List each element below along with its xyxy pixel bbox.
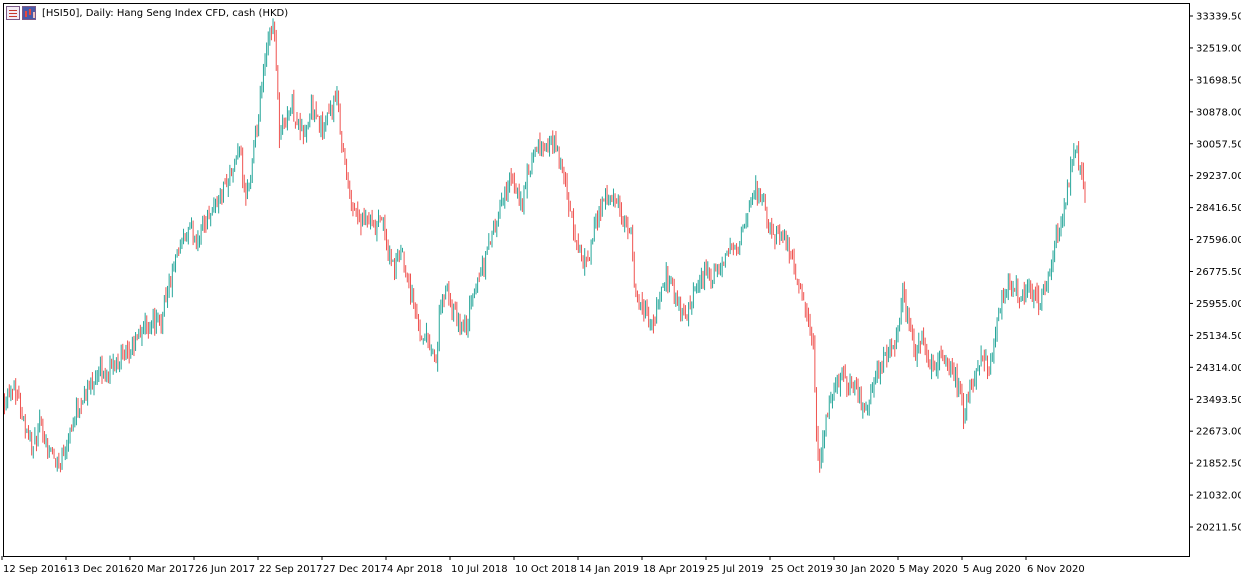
y-tick-label: 30878.00 [1196, 107, 1241, 118]
candles-layer [4, 18, 1086, 473]
x-tick-label: 5 Aug 2020 [963, 564, 1021, 575]
time-axis: 12 Sep 2016 13 Dec 2016 20 Mar 2017 26 Jun … [1, 556, 1085, 575]
y-tick-label: 33339.50 [1196, 12, 1241, 23]
x-tick-label: 14 Jan 2019 [579, 564, 639, 575]
y-tick-label: 25134.50 [1196, 331, 1241, 342]
x-tick-label: 27 Dec 2017 [323, 564, 387, 575]
x-tick-label: 13 Dec 2016 [67, 564, 131, 575]
y-tick-label: 25955.00 [1196, 299, 1241, 310]
y-tick-label: 31698.50 [1196, 75, 1241, 86]
x-tick-label: 26 Jun 2017 [195, 564, 255, 575]
plot-frame [3, 3, 1190, 557]
x-tick-label: 25 Jul 2019 [707, 564, 764, 575]
x-tick-label: 25 Oct 2019 [771, 564, 833, 575]
y-tick-label: 28416.50 [1196, 203, 1241, 214]
y-tick-label: 26775.50 [1196, 267, 1241, 278]
y-tick-label: 22673.00 [1196, 427, 1241, 438]
x-tick-label: 4 Apr 2018 [387, 564, 442, 575]
x-tick-label: 10 Oct 2018 [515, 564, 577, 575]
chart-header: [HSI50], Daily: Hang Seng Index CFD, cas… [6, 5, 288, 21]
x-tick-label: 18 Apr 2019 [643, 564, 705, 575]
x-tick-label: 10 Jul 2018 [451, 564, 508, 575]
chart-icon[interactable] [22, 6, 36, 20]
x-tick-label: 22 Sep 2017 [259, 564, 322, 575]
y-tick-label: 32519.00 [1196, 43, 1241, 54]
y-tick-label: 23493.50 [1196, 395, 1241, 406]
y-tick-label: 30057.50 [1196, 139, 1241, 150]
x-tick-label: 20 Mar 2017 [131, 564, 194, 575]
y-tick-label: 29237.00 [1196, 171, 1241, 182]
list-icon[interactable] [6, 6, 20, 20]
x-tick-label: 30 Jan 2020 [835, 564, 895, 575]
x-tick-label: 5 May 2020 [899, 564, 958, 575]
price-axis: 33339.50 32519.00 31698.50 30878.00 30057.50… [1189, 12, 1241, 534]
y-tick-label: 24314.00 [1196, 363, 1241, 374]
y-tick-label: 20211.50 [1196, 523, 1241, 534]
y-tick-label: 21852.50 [1196, 459, 1241, 470]
y-tick-label: 27596.00 [1196, 235, 1241, 246]
x-tick-label: 6 Nov 2020 [1027, 564, 1085, 575]
x-tick-label: 12 Sep 2016 [3, 564, 66, 575]
chart-title: [HSI50], Daily: Hang Seng Index CFD, cas… [42, 7, 289, 19]
y-tick-label: 21032.00 [1196, 491, 1241, 502]
